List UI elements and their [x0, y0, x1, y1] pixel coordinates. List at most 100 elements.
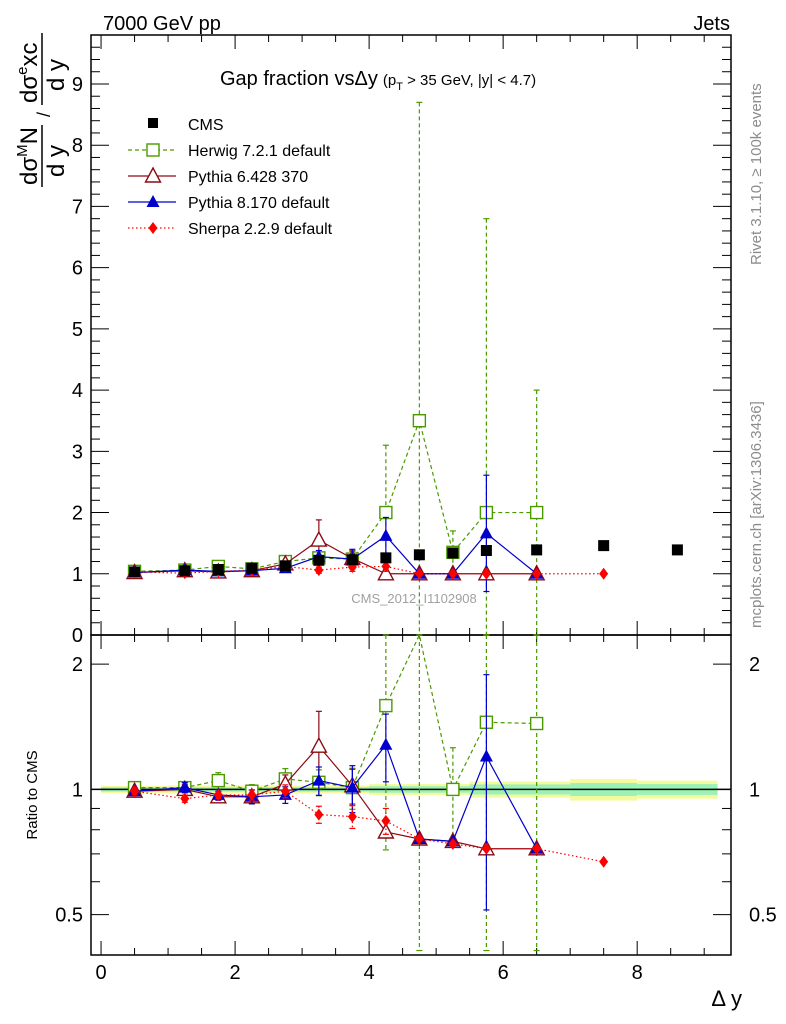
series-point-0-11 — [529, 505, 544, 520]
series-ratio-point-3-6 — [347, 810, 357, 823]
legend-marker-sherpa — [148, 222, 158, 234]
series-ratio-point-2-10 — [479, 749, 493, 762]
series-point-3-7 — [381, 560, 391, 573]
cms-point-1 — [179, 565, 191, 577]
series-line-2 — [134, 532, 538, 575]
series-ratio-point-0-2 — [211, 773, 226, 788]
series-ratio-point-2-6 — [345, 780, 359, 793]
ratio-y-axis-label: Ratio to CMS — [24, 750, 41, 839]
y-tick-label-1: 1 — [72, 564, 83, 586]
cms-point-11 — [531, 544, 543, 556]
y-tick-label-5: 5 — [72, 319, 83, 341]
cms-point-6 — [346, 554, 358, 566]
ylabel-numerator-left: dσMN — [14, 127, 43, 185]
cms-point-0 — [129, 566, 141, 578]
header-left: 7000 GeV pp — [103, 13, 221, 35]
series-ratio-line-2 — [134, 743, 538, 850]
series-ratio-point-3-4 — [280, 785, 290, 798]
y-tick-label-8: 8 — [72, 135, 83, 157]
ylabel-slash: / — [34, 112, 54, 117]
y-tick-label-2: 2 — [72, 503, 83, 525]
x-tick-label-2: 4 — [364, 962, 375, 984]
series-point-3-10 — [481, 567, 491, 580]
series-point-2-10 — [479, 526, 493, 539]
main-plot-area — [91, 35, 731, 635]
series-point-3-12 — [599, 567, 609, 580]
x-tick-label-0: 0 — [95, 962, 106, 984]
x-tick-label-4: 8 — [632, 962, 643, 984]
cms-point-5 — [313, 554, 325, 566]
x-tick-label-3: 6 — [498, 962, 509, 984]
legend-label-pythia6: Pythia 6.428 370 — [188, 169, 308, 186]
series-ratio-point-3-1 — [180, 792, 190, 805]
legend-marker-pythia8 — [146, 195, 160, 207]
legend-entry-cms: CMS — [148, 117, 224, 134]
ylabel-denominator-right: d y — [43, 59, 70, 91]
series-layer — [125, 101, 683, 952]
chart-title: Gap fraction vsΔy (pT > 35 GeV, |y| < 4.7… — [220, 68, 536, 93]
series-point-3-5 — [314, 564, 324, 577]
ylabel-denominator-left: d y — [43, 145, 70, 177]
legend-entry-herwig: Herwig 7.2.1 default — [128, 143, 331, 160]
legend-label-cms: CMS — [188, 117, 224, 134]
legend-marker-cms — [148, 118, 158, 128]
series-point-1-5 — [310, 530, 328, 547]
series-point-2-7 — [379, 528, 393, 541]
series-ratio-point-0-7 — [379, 698, 393, 713]
series-ratio-point-1-7 — [377, 822, 395, 839]
cms-point-7 — [380, 552, 392, 564]
cms-point-3 — [246, 562, 258, 574]
rivet-version-label: Rivet 3.1.10, ≥ 100k events — [748, 83, 765, 265]
series-ratio-point-2-7 — [379, 737, 393, 750]
chart-title-sub: (p — [383, 72, 396, 89]
series-ratio-point-3-9 — [448, 837, 458, 850]
ratio-tick-label-left-2: 2 — [72, 654, 83, 676]
ratio-tick-label-left-0: 0.5 — [55, 905, 83, 927]
ylabel-numerator-right: dσexc — [14, 42, 43, 103]
chart-title-sub-rest: > 35 GeV, |y| < 4.7) — [403, 72, 536, 89]
y-tick-label-4: 4 — [72, 380, 83, 402]
series-point-1-7 — [377, 564, 395, 581]
y-tick-label-6: 6 — [72, 258, 83, 280]
series-ratio-point-2-5 — [312, 773, 326, 786]
legend-label-herwig: Herwig 7.2.1 default — [188, 143, 331, 160]
series-ratio-point-3-2 — [213, 788, 223, 801]
series-ratio-point-0-11 — [529, 716, 544, 731]
ratio-tick-label-right-2: 2 — [749, 654, 760, 676]
series-ratio-point-0-9 — [446, 782, 460, 797]
x-axis-label: Δ y — [711, 986, 742, 1011]
legend: CMS Herwig 7.2.1 default Pythia 6.428 37… — [128, 117, 333, 238]
series-ratio-point-3-8 — [414, 833, 424, 846]
series-point-3-9 — [448, 567, 458, 580]
x-tick-label-1: 2 — [230, 962, 241, 984]
cms-point-2 — [212, 563, 224, 575]
series-ratio-point-2-1 — [178, 780, 192, 793]
legend-entry-pythia8: Pythia 8.170 default — [128, 195, 330, 212]
analysis-watermark: CMS_2012_I1102908 — [351, 591, 477, 606]
series-ratio-point-1-5 — [310, 736, 328, 753]
series-point-0-7 — [379, 505, 393, 520]
legend-label-sherpa: Sherpa 2.2.9 default — [188, 221, 333, 238]
cms-point-12 — [598, 540, 610, 552]
series-ratio-point-3-7 — [381, 814, 391, 827]
header-right: Jets — [693, 13, 730, 35]
cms-point-13 — [671, 544, 683, 556]
cms-point-9 — [447, 547, 459, 559]
ratio-tick-label-right-0: 0.5 — [749, 905, 777, 927]
legend-entry-sherpa: Sherpa 2.2.9 default — [128, 221, 333, 238]
series-ratio-point-3-10 — [481, 842, 491, 855]
ratio-tick-label-right-1: 1 — [749, 779, 760, 801]
legend-entry-pythia6: Pythia 6.428 370 — [128, 166, 308, 186]
y-axis-label: dσMN d y / dσexc d y — [14, 33, 70, 187]
mcplots-label: mcplots.cern.ch [arXiv:1306.3436] — [748, 401, 765, 628]
ratio-tick-label-left-1: 1 — [72, 779, 83, 801]
series-point-3-11 — [532, 567, 542, 580]
axes-layer: 0 2 4 6 8 0 1 2 3 4 5 6 7 8 9 0.5 0.5 1 1 2 2 — [55, 34, 777, 984]
chart-title-main: Gap fraction vsΔy — [220, 68, 378, 90]
legend-marker-pythia6 — [144, 166, 162, 183]
legend-label-pythia8: Pythia 8.170 default — [188, 195, 330, 212]
series-point-0-8 — [412, 414, 427, 428]
ratio-plot-frame — [90, 634, 732, 956]
cms-point-10 — [480, 545, 492, 557]
